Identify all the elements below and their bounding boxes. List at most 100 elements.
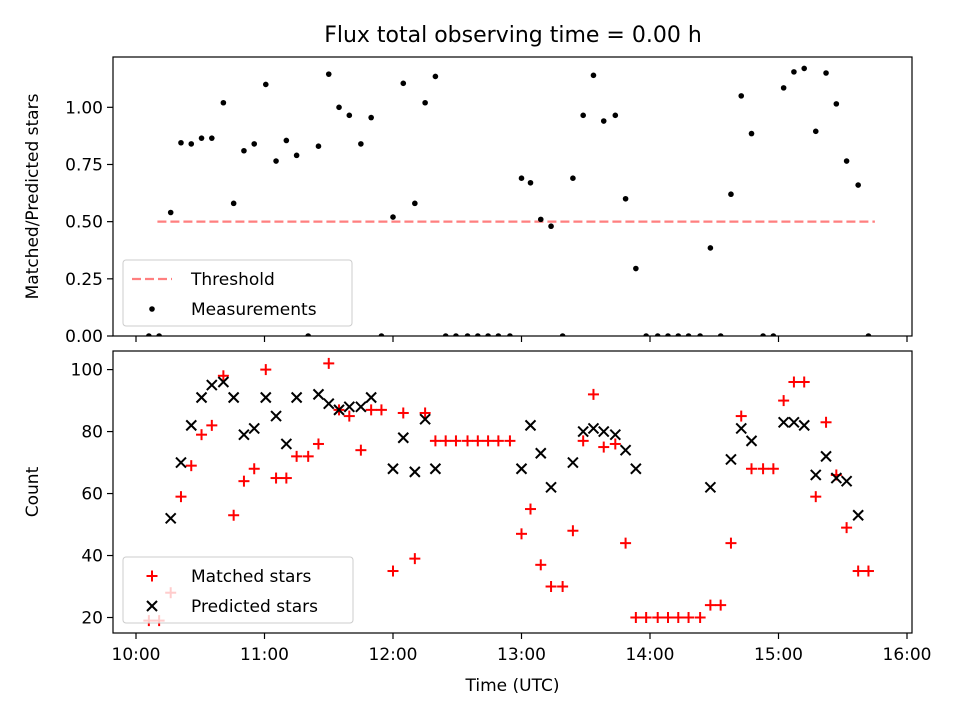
predicted-star-point	[397, 432, 409, 444]
measurement-point	[485, 333, 491, 336]
predicted-star-point	[725, 453, 737, 466]
measurement-point	[770, 333, 777, 336]
measurement-point	[685, 333, 692, 336]
measurement-point	[791, 69, 797, 75]
measurement-point	[728, 191, 734, 198]
predicted-star-point	[290, 391, 303, 404]
measurement-point	[665, 333, 671, 336]
measurement-point	[230, 200, 237, 207]
predicted-star-point	[217, 376, 230, 388]
predicted-star-point	[524, 419, 537, 432]
predicted-star-point	[419, 413, 431, 425]
predicted-star-point	[830, 472, 843, 484]
predicted-star-point	[587, 422, 600, 435]
measurement-point	[760, 333, 766, 336]
matched-star-point	[788, 376, 800, 388]
y-tick-label: 80	[81, 423, 103, 443]
measurement-point	[527, 179, 534, 186]
predicted-star-point	[355, 401, 367, 413]
measurement-point	[273, 158, 279, 164]
measurement-point	[518, 175, 525, 182]
predicted-star-point	[852, 509, 864, 521]
matched-star-point	[798, 376, 810, 388]
y-tick-label: 0.25	[65, 270, 103, 290]
matched-star-point	[735, 410, 747, 422]
measurement-point	[178, 139, 184, 146]
matched-star-point	[206, 419, 218, 431]
predicted-star-point	[260, 391, 272, 404]
matched-star-point	[196, 429, 208, 441]
matched-star-point	[343, 410, 355, 422]
matched-star-point	[609, 438, 621, 450]
matched-star-point	[472, 435, 484, 447]
x-tick-label: 11:00	[240, 645, 289, 665]
measurement-point	[507, 333, 513, 336]
measurement-point	[198, 135, 205, 141]
predicted-star-point	[195, 391, 208, 404]
y-tick-label: 0.75	[65, 155, 103, 175]
y-tick-label: 20	[81, 609, 103, 629]
matched-star-point	[704, 599, 716, 611]
matched-star-point	[375, 404, 387, 416]
measurement-point	[400, 80, 407, 87]
measurement-point	[432, 73, 439, 80]
measurement-point	[654, 333, 661, 336]
x-tick-label: 16:00	[883, 645, 932, 665]
matched-star-point	[694, 612, 706, 624]
matched-star-point	[810, 491, 822, 503]
measurement-point	[464, 333, 471, 336]
matched-star-point	[767, 463, 779, 475]
measurement-point	[633, 265, 639, 272]
matched-star-point	[482, 435, 494, 447]
predicted-star-point	[567, 456, 579, 469]
matched-star-point	[270, 472, 282, 484]
predicted-star-point	[429, 463, 442, 475]
predicted-star-point	[630, 463, 642, 475]
matched-star-point	[429, 435, 441, 447]
measurement-point	[475, 333, 481, 336]
matched-star-point	[280, 472, 292, 484]
matched-star-point	[841, 522, 853, 534]
matched-star-point	[715, 599, 727, 611]
measurement-point	[865, 333, 872, 336]
matched-star-point	[557, 581, 569, 593]
matched-star-point	[672, 612, 684, 624]
measurement-point	[241, 147, 247, 154]
measurement-point	[675, 333, 682, 336]
measurement-point	[453, 333, 459, 336]
matched-star-point	[355, 444, 367, 456]
matched-star-point	[862, 565, 874, 577]
matched-star-point	[323, 357, 335, 369]
predicted-star-point	[820, 450, 832, 463]
y-axis-label: Count	[23, 466, 43, 517]
y-tick-label: 1.00	[65, 98, 103, 118]
matched-star-point	[757, 463, 769, 475]
matched-star-point	[185, 460, 197, 472]
measurement-point	[612, 112, 619, 119]
predicted-star-point	[619, 444, 632, 456]
x-tick-label: 13:00	[497, 645, 546, 665]
matched-star-point	[598, 441, 610, 453]
y-tick-label: 40	[81, 547, 103, 567]
measurement-point	[146, 333, 152, 336]
matched-star-point	[238, 475, 250, 487]
matched-star-point	[652, 612, 664, 624]
measurement-point	[262, 81, 269, 88]
measurement-point	[390, 214, 396, 220]
legend-label: Matched stars	[191, 567, 311, 587]
measurement-point	[442, 333, 449, 336]
matched-star-point	[587, 388, 599, 400]
predicted-star-point	[798, 419, 810, 432]
measurement-point	[251, 141, 258, 147]
y-tick-label: 0.00	[65, 327, 103, 347]
measurement-point	[336, 104, 342, 111]
matched-star-point	[419, 407, 431, 419]
matched-star-point	[778, 395, 790, 407]
predicted-star-point	[280, 438, 293, 450]
measurement-point	[812, 128, 819, 135]
legend-predicted-swatch	[146, 600, 158, 612]
matched-star-point	[312, 438, 324, 450]
x-tick-label: 12:00	[369, 645, 418, 665]
matched-star-point	[291, 450, 303, 462]
matched-star-point	[630, 612, 642, 624]
